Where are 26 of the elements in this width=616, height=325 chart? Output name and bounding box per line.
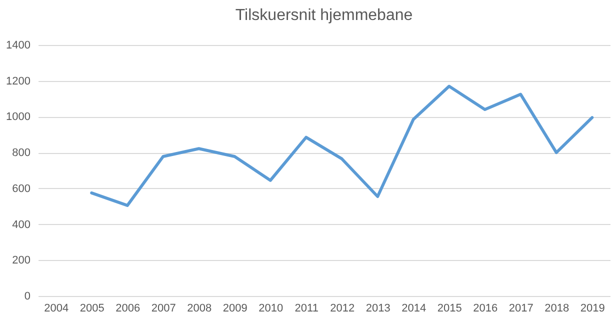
x-tick-label: 2007 [151,302,176,314]
x-tick-label: 2006 [116,302,140,314]
y-tick-label: 1200 [6,75,30,88]
x-tick-label: 2004 [44,302,69,314]
x-tick-label: 2011 [294,302,318,314]
y-tick-label: 0 [24,290,30,302]
x-tick-label: 2012 [330,302,355,314]
x-tick-label: 2014 [402,302,426,314]
x-tick-label: 2008 [187,302,212,314]
x-tick-label: 2015 [437,302,462,314]
y-tick-label: 600 [12,182,30,195]
x-tick-label: 2018 [544,302,570,314]
x-tick-label: 2019 [580,302,605,314]
x-tick-label: 2017 [508,302,534,314]
line-series [90,84,594,207]
y-tick-label: 200 [12,254,30,267]
y-tick-label: 400 [12,218,30,231]
y-tick-label: 1000 [6,111,30,124]
chart-title: Tilskuersnit hjemmebane [235,7,413,24]
x-tick-label: 2016 [473,302,498,314]
x-tick-label: 2013 [366,302,390,314]
x-tick-label: 2005 [80,302,104,314]
x-tick-label: 2009 [222,302,248,314]
x-tick-label: 2010 [258,302,284,314]
y-tick-label: 1400 [6,40,30,52]
y-tick-label: 800 [12,147,30,160]
